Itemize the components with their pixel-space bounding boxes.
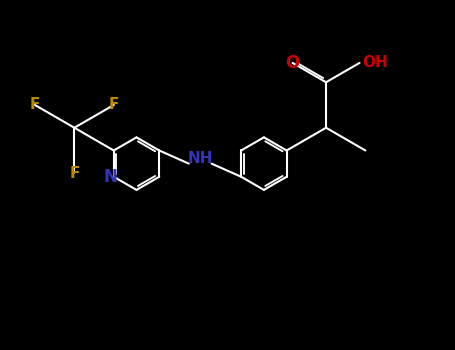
Text: NH: NH — [187, 150, 213, 166]
Text: O: O — [285, 54, 300, 72]
Text: F: F — [69, 166, 80, 181]
Text: F: F — [30, 98, 40, 112]
Text: F: F — [109, 98, 119, 112]
Text: OH: OH — [362, 55, 388, 70]
Text: N: N — [103, 168, 117, 186]
